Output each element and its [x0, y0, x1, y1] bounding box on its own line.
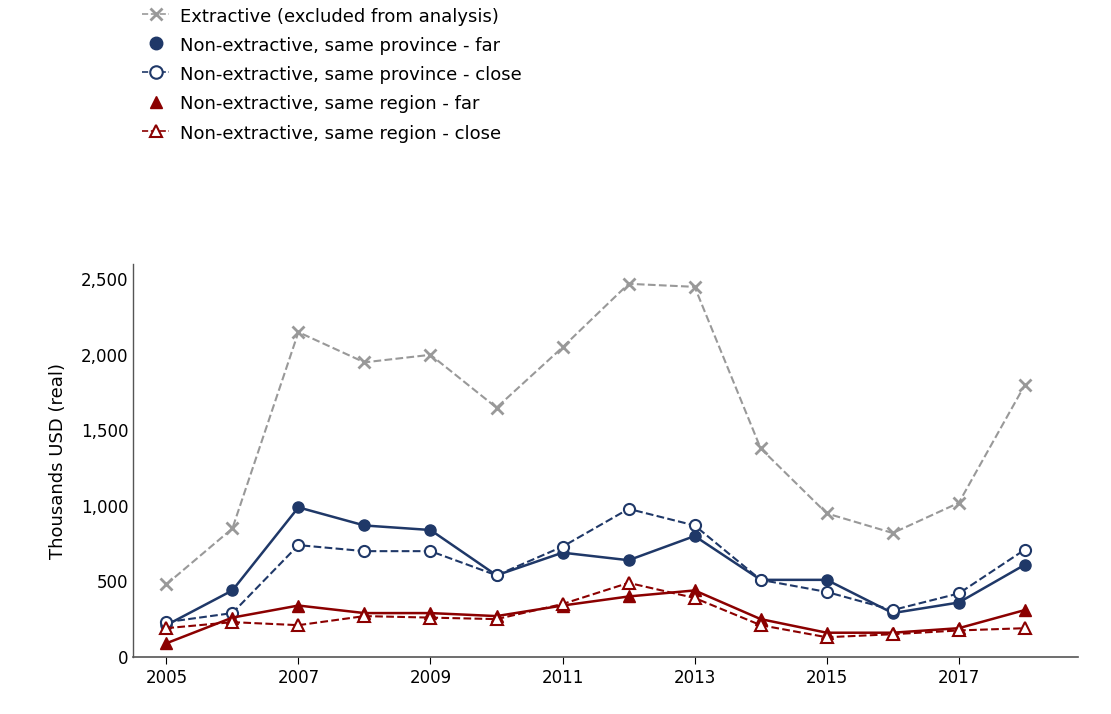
Legend: Extractive (excluded from analysis), Non-extractive, same province - far, Non-ex: Extractive (excluded from analysis), Non…	[142, 6, 522, 143]
Y-axis label: Thousands USD (real): Thousands USD (real)	[49, 363, 67, 558]
